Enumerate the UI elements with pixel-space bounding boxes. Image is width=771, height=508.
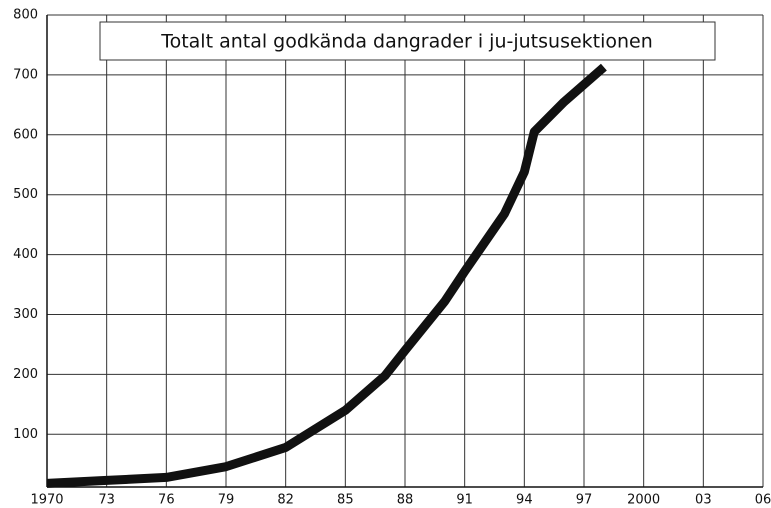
y-tick-label: 600 xyxy=(13,127,38,142)
y-tick-label: 100 xyxy=(13,427,38,442)
y-tick-label: 500 xyxy=(13,187,38,202)
x-tick-label: 97 xyxy=(576,493,593,508)
x-tick-label: 73 xyxy=(98,493,115,508)
y-tick-label: 400 xyxy=(13,247,38,262)
x-tick-label: 1970 xyxy=(30,493,63,508)
x-tick-label: 88 xyxy=(397,493,414,508)
x-tick-label: 76 xyxy=(158,493,175,508)
y-tick-label: 700 xyxy=(13,67,38,82)
chart-title: Totalt antal godkända dangrader i ju-jut… xyxy=(160,31,653,53)
x-tick-label: 79 xyxy=(218,493,235,508)
x-tick-label: 2000 xyxy=(627,493,660,508)
x-tick-label: 85 xyxy=(337,493,354,508)
y-tick-label: 200 xyxy=(13,367,38,382)
x-tick-label: 91 xyxy=(456,493,473,508)
x-tick-label: 94 xyxy=(516,493,533,508)
x-tick-label: 03 xyxy=(695,493,712,508)
y-tick-label: 300 xyxy=(13,307,38,322)
title-box xyxy=(99,21,716,61)
x-tick-label: 06 xyxy=(755,493,771,508)
x-tick-label: 82 xyxy=(277,493,294,508)
y-tick-label: 800 xyxy=(13,8,38,23)
data-line xyxy=(46,63,607,488)
